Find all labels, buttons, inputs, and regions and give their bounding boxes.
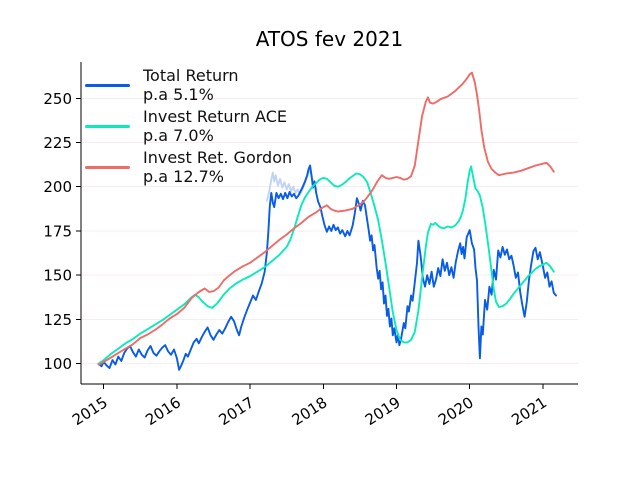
x-tick-label: 2017: [215, 393, 257, 429]
x-tick-label: 2015: [69, 393, 111, 429]
legend-label-line2: p.a 5.1%: [143, 85, 214, 104]
legend-label: Invest Return ACE p.a 7.0%: [143, 107, 287, 145]
legend-item-invest-ret-gordon: Invest Ret. Gordon p.a 12.7%: [85, 148, 292, 186]
legend-label-line1: Invest Return ACE: [143, 107, 287, 126]
y-tick-label: 150: [43, 267, 72, 285]
y-tick-label: 200: [43, 178, 72, 196]
series-line-invest-return-ace-p-a-7-0-: [97, 165, 555, 365]
legend-line-swatch-cyan: [85, 125, 130, 128]
legend-label: Invest Ret. Gordon p.a 12.7%: [143, 148, 292, 186]
x-tick-label: 2019: [362, 393, 404, 429]
legend-label-line2: p.a 7.0%: [143, 126, 214, 145]
y-tick-label: 250: [43, 90, 72, 108]
legend-label-line1: Invest Ret. Gordon: [143, 148, 293, 167]
x-tick-label: 2016: [142, 393, 184, 429]
legend-label: Total Return p.a 5.1%: [143, 66, 239, 104]
x-tick-label: 2020: [435, 393, 477, 429]
series-line-invest-ret-gordon-p-a-12-7-: [97, 71, 555, 366]
y-tick-label: 225: [43, 134, 72, 152]
legend: Total Return p.a 5.1% Invest Return ACE …: [85, 66, 292, 189]
legend-label-line1: Total Return: [143, 66, 239, 85]
y-tick-label: 100: [43, 355, 72, 373]
legend-label-line2: p.a 12.7%: [143, 167, 224, 186]
y-tick-label: 175: [43, 223, 72, 241]
x-tick-label: 2018: [289, 393, 331, 429]
x-tick-label: 2021: [508, 393, 550, 429]
legend-line-swatch-red: [85, 166, 130, 169]
legend-item-invest-return-ace: Invest Return ACE p.a 7.0%: [85, 107, 292, 145]
chart-title: ATOS fev 2021: [255, 27, 404, 51]
series-line-total-return-p-a-5-1-: [97, 164, 557, 371]
y-tick-label: 125: [43, 311, 72, 329]
legend-item-total-return: Total Return p.a 5.1%: [85, 66, 292, 104]
legend-line-swatch-blue: [85, 84, 130, 87]
